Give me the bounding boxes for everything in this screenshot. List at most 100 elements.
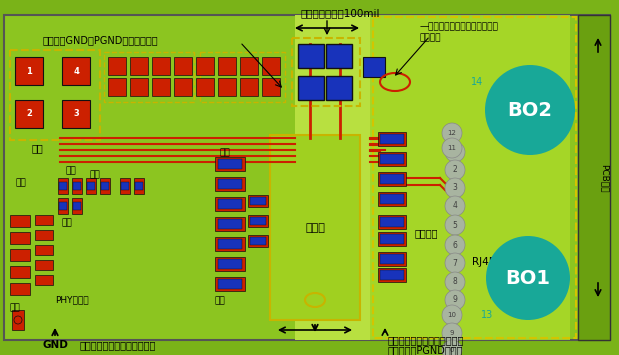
Bar <box>135 182 143 190</box>
Circle shape <box>445 253 465 273</box>
Text: 5: 5 <box>452 220 457 229</box>
Text: 1: 1 <box>452 147 457 157</box>
Text: 6: 6 <box>452 240 457 250</box>
Text: 9: 9 <box>450 330 454 336</box>
Text: 13: 13 <box>481 310 493 320</box>
Bar <box>108 57 126 75</box>
Text: BO2: BO2 <box>508 100 553 120</box>
Text: 2: 2 <box>336 83 342 93</box>
Text: 2: 2 <box>26 109 32 119</box>
Text: 7: 7 <box>389 256 394 262</box>
Bar <box>218 219 242 229</box>
Text: 9: 9 <box>452 295 457 305</box>
Bar <box>12 310 24 330</box>
Text: 6: 6 <box>228 261 232 267</box>
Bar <box>174 57 192 75</box>
Bar <box>373 17 576 338</box>
Bar <box>380 154 404 164</box>
Text: PHY层芯片: PHY层芯片 <box>55 295 89 304</box>
Bar <box>248 215 268 227</box>
Circle shape <box>445 215 465 235</box>
Text: 7: 7 <box>228 281 233 287</box>
Bar <box>295 15 370 340</box>
Text: 12: 12 <box>448 130 456 136</box>
Text: 1: 1 <box>228 161 233 167</box>
Text: 高压电容: 高压电容 <box>420 33 441 42</box>
Bar <box>130 57 148 75</box>
Bar <box>58 198 68 214</box>
Text: 共模电阻: 共模电阻 <box>415 228 438 238</box>
Bar <box>378 268 406 282</box>
Bar <box>72 198 82 214</box>
Text: 电容: 电容 <box>65 166 76 175</box>
Bar <box>298 44 324 68</box>
Bar <box>215 277 245 291</box>
Circle shape <box>445 272 465 292</box>
Bar <box>130 78 148 96</box>
Bar <box>380 270 404 280</box>
Text: 此隔离区域大于100mil: 此隔离区域大于100mil <box>300 8 379 18</box>
Bar <box>378 152 406 166</box>
Bar <box>100 178 110 194</box>
Bar <box>10 50 100 140</box>
Bar <box>378 132 406 146</box>
Bar <box>218 159 242 169</box>
Text: 用于连接GND和PGND的电阵及电容: 用于连接GND和PGND的电阵及电容 <box>43 35 158 45</box>
Bar <box>380 254 404 264</box>
Text: 2: 2 <box>389 156 394 162</box>
Bar <box>86 178 96 194</box>
Bar <box>250 217 266 225</box>
Bar <box>218 57 236 75</box>
Bar <box>35 215 53 225</box>
Bar <box>35 275 53 285</box>
Bar <box>250 237 266 245</box>
Bar <box>326 44 352 68</box>
Text: 5: 5 <box>389 219 394 225</box>
Bar <box>215 217 245 231</box>
Bar <box>152 57 170 75</box>
Bar <box>218 259 242 269</box>
Bar <box>35 245 53 255</box>
Bar <box>378 192 406 206</box>
Circle shape <box>485 65 575 155</box>
Bar <box>59 182 67 190</box>
Bar <box>15 57 43 85</box>
Bar <box>174 78 192 96</box>
Text: 4: 4 <box>73 66 79 76</box>
Bar <box>240 57 258 75</box>
Bar <box>104 52 194 102</box>
Text: GND: GND <box>42 340 68 350</box>
Text: 电容: 电容 <box>90 170 101 179</box>
Bar <box>62 57 90 85</box>
Bar <box>380 174 404 184</box>
Text: 3: 3 <box>389 176 394 182</box>
Bar <box>270 135 360 320</box>
Text: 2: 2 <box>371 64 376 70</box>
Bar <box>62 100 90 128</box>
Text: 2: 2 <box>336 51 342 60</box>
Circle shape <box>442 323 462 343</box>
Bar <box>10 266 30 278</box>
Text: 电容: 电容 <box>16 178 27 187</box>
Text: RJ45网口: RJ45网口 <box>472 257 508 267</box>
Bar <box>218 239 242 249</box>
Circle shape <box>14 316 22 324</box>
Bar <box>108 78 126 96</box>
Text: 电容: 电容 <box>220 148 230 157</box>
Bar <box>218 78 236 96</box>
Bar <box>200 52 285 102</box>
Bar <box>218 279 242 289</box>
Circle shape <box>442 340 462 355</box>
Text: 电容: 电容 <box>62 218 73 227</box>
Text: 此区域通常不覆地和电源，但: 此区域通常不覆地和电源，但 <box>388 335 464 345</box>
Bar <box>215 157 245 171</box>
Bar <box>250 197 266 205</box>
Circle shape <box>445 160 465 180</box>
Bar <box>218 199 242 209</box>
Bar <box>73 182 81 190</box>
Text: 6: 6 <box>389 236 394 242</box>
Bar <box>152 78 170 96</box>
Text: 我们需将其PGND处理好: 我们需将其PGND处理好 <box>388 345 464 355</box>
Text: 4: 4 <box>452 202 457 211</box>
Bar <box>378 232 406 246</box>
